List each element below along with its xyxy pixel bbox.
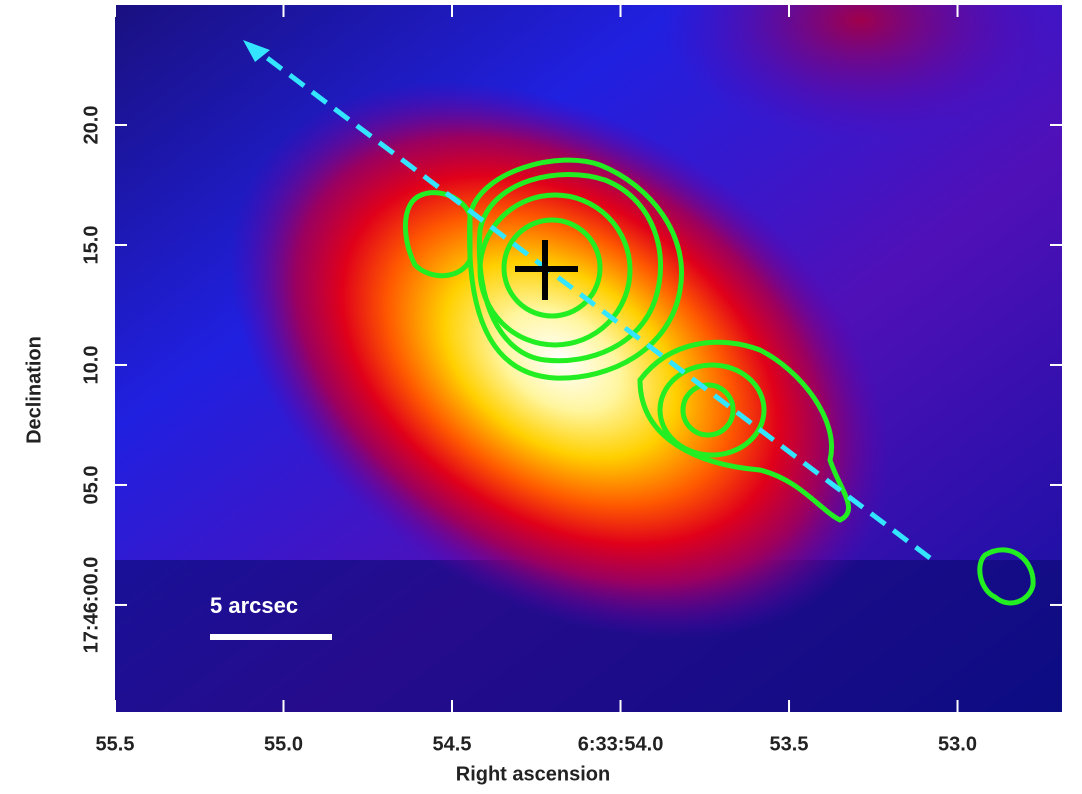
- direction-arrow: [243, 40, 932, 560]
- y-axis-label: Declination: [23, 336, 45, 444]
- scale-bar-label: 5 arcsec: [210, 593, 298, 618]
- x-tick-label: 6:33:54.0: [578, 733, 664, 755]
- contours: [403, 157, 1036, 606]
- y-tick-label: 05.0: [80, 466, 102, 505]
- y-tick-label: 10.0: [80, 346, 102, 385]
- source-marker: [515, 240, 578, 300]
- x-tick-label: 55.0: [264, 733, 303, 755]
- x-tick-label: 53.5: [770, 733, 809, 755]
- x-tick-label: 54.5: [433, 733, 472, 755]
- x-tick-label: 53.0: [938, 733, 977, 755]
- y-tick-label: 15.0: [80, 226, 102, 265]
- y-tick-label: 20.0: [80, 106, 102, 145]
- x-axis-label: Right ascension: [456, 763, 610, 785]
- x-tick-label: 55.5: [96, 733, 135, 755]
- y-tick-label: 17:46:00.0: [80, 557, 102, 654]
- image: [115, 5, 1062, 712]
